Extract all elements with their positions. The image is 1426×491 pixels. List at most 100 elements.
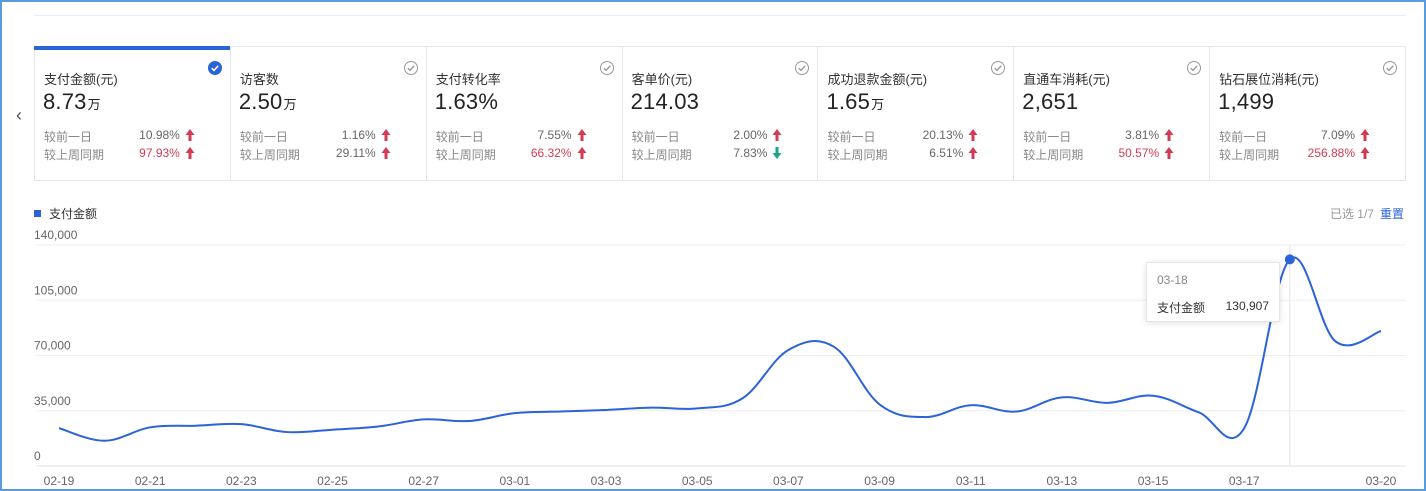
compare-week-value: 66.32% [530,146,572,160]
metric-title: 成功退款金额(元) [827,72,928,87]
compare-week-value: 50.57% [1118,146,1160,160]
arrow-down-icon [772,147,782,159]
compare-day-value: 10.98% [139,128,180,142]
metric-card[interactable]: 访客数 2.50万 较前一日 1.16% 较上周同期 29.11% [231,47,427,180]
compare-day-label: 较前一日 [435,130,484,144]
x-tick-label: 03-09 [864,474,895,488]
arrow-up-icon [1164,147,1174,159]
compare-week-label: 较上周同期 [1219,148,1280,162]
metric-value: 1,499 [1218,89,1275,115]
y-tick-label: 0 [34,449,41,463]
check-icon[interactable] [1383,61,1398,75]
check-icon[interactable] [599,61,614,75]
highlight-point [1284,254,1295,265]
metric-card[interactable]: 支付转化率 1.63% 较前一日 7.55% 较上周同期 66.32% [427,47,623,180]
metric-number: 1.65 [826,89,871,114]
arrow-up-icon [1164,129,1174,141]
x-tick-label: 03-13 [1047,474,1078,488]
compare-day-value: 7.09% [1320,128,1356,142]
compare-day-value: 1.16% [341,128,376,142]
metric-value: 1.63% [435,89,499,115]
arrow-up-icon [968,147,978,159]
check-icon[interactable] [207,61,222,75]
metric-number: 2.50 [238,89,283,114]
x-tick-label: 03-17 [1229,474,1260,488]
y-tick-label: 70,000 [34,339,71,353]
x-tick-label: 03-15 [1138,474,1169,488]
metric-card[interactable]: 支付金额(元) 8.73万 较前一日 10.98% 较上周同期 97.93% [34,46,231,180]
selection-info: 已选 1/7 重置 [1330,205,1404,222]
compare-week-value: 256.88% [1307,146,1356,160]
metric-unit: 万 [283,97,297,112]
compare-week-label: 较上周同期 [827,148,888,162]
compare-day-value: 2.00% [733,128,768,142]
compare-day-label: 较前一日 [239,130,288,144]
compare-week-label: 较上周同期 [44,148,105,162]
compare-day-value: 7.55% [537,128,572,142]
compare-week-label: 较上周同期 [435,148,496,162]
tooltip-date: 03-18 [1157,273,1188,287]
reset-link[interactable]: 重置 [1379,207,1404,221]
arrow-up-icon [185,129,195,141]
compare-day-label: 较前一日 [44,130,93,144]
metric-value: 1.65万 [826,89,884,115]
x-tick-label: 03-01 [500,474,531,488]
compare-day-label: 较前一日 [1023,130,1072,144]
metric-card[interactable]: 钻石展位消耗(元) 1,499 较前一日 7.09% 较上周同期 256.88% [1210,47,1405,180]
series-line-支付金额 [58,256,1382,442]
arrow-up-icon [381,147,391,159]
metric-number: 1.63% [434,89,499,114]
arrow-up-icon [772,129,782,141]
metric-value: 2,651 [1022,89,1079,115]
y-tick-label: 35,000 [34,394,71,408]
arrow-up-icon [1360,147,1370,159]
x-tick-label: 03-07 [773,474,804,488]
metric-value: 214.03 [631,89,701,115]
x-tick-label: 02-23 [226,474,257,488]
metric-title: 支付转化率 [435,72,501,87]
check-icon[interactable] [991,61,1006,75]
selected-count: 已选 1/7 [1329,207,1374,221]
metric-card[interactable]: 客单价(元) 214.03 较前一日 2.00% 较上周同期 7.83% [623,47,819,180]
metric-title: 客单价(元) [631,72,693,87]
check-icon[interactable] [1187,61,1202,75]
compare-week-label: 较上周同期 [1023,148,1084,162]
arrow-up-icon [577,147,587,159]
metric-number: 2,651 [1022,89,1079,114]
x-tick-label: 03-03 [591,474,622,488]
metric-number: 214.03 [630,89,700,114]
divider [34,15,1406,16]
x-tick-label: 02-25 [317,474,348,488]
check-icon[interactable] [403,61,418,75]
x-tick-label: 02-27 [408,474,439,488]
compare-week-value: 6.51% [929,146,964,160]
arrow-up-icon [381,129,391,141]
tooltip-label: 支付金额 [1157,301,1206,315]
arrow-up-icon [968,129,978,141]
metric-title: 访客数 [239,72,279,87]
x-tick-label: 03-20 [1366,474,1397,488]
y-tick-label: 140,000 [34,228,78,242]
arrow-up-icon [577,129,587,141]
compare-week-value: 97.93% [139,146,180,160]
compare-week-label: 较上周同期 [631,148,692,162]
metric-cards: 支付金额(元) 8.73万 较前一日 10.98% 较上周同期 97.93% 访客数 2.50… [34,46,1406,181]
chart-legend[interactable]: 支付金额 [34,205,97,222]
compare-week-value: 7.83% [733,146,768,160]
tooltip-value: 130,907 [1225,299,1269,313]
compare-week-label: 较上周同期 [239,148,300,162]
chevron-left-icon[interactable]: ‹ [16,105,22,125]
y-tick-label: 105,000 [34,283,78,297]
x-tick-label: 03-05 [682,474,713,488]
legend-marker [34,210,41,217]
arrow-up-icon [1360,129,1370,141]
metric-value: 8.73万 [43,89,101,115]
metric-card[interactable]: 直通车消耗(元) 2,651 较前一日 3.81% 较上周同期 50.57% [1014,47,1211,180]
x-tick-label: 03-11 [956,474,986,488]
check-icon[interactable] [795,61,810,75]
x-tick-label: 02-21 [135,474,166,488]
metric-card[interactable]: 成功退款金额(元) 1.65万 较前一日 20.13% 较上周同期 6.51% [818,47,1015,180]
line-chart[interactable]: 0 35,000 70,000 105,000 140,000 02-19 02-21 02-… [0,225,1426,491]
metric-value: 2.50万 [239,89,297,115]
